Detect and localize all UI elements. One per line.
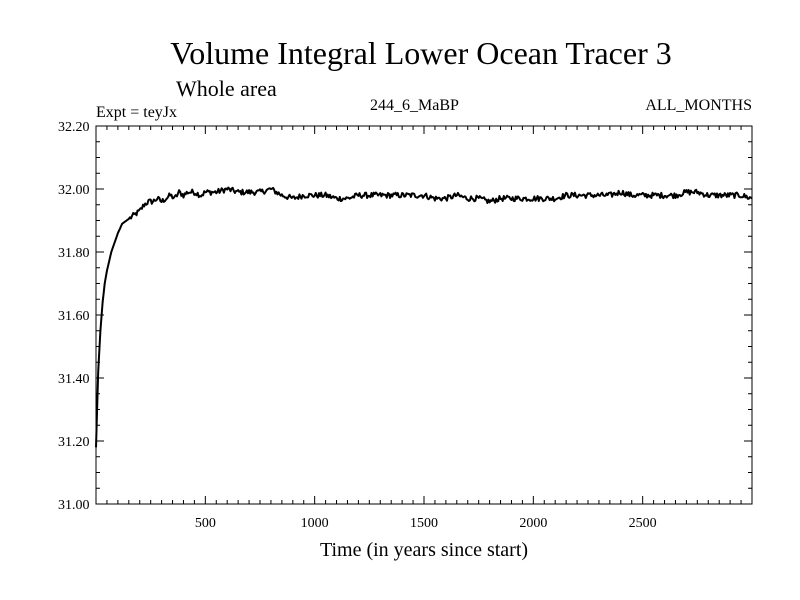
y-tick-label: 31.80 (58, 246, 90, 261)
axis-ticks (96, 126, 752, 504)
chart-title: Volume Integral Lower Ocean Tracer 3 (170, 35, 671, 71)
y-tick-label: 31.20 (58, 435, 90, 450)
x-tick-label: 1500 (410, 516, 438, 531)
y-axis-tick-labels: 31.00 31.20 31.40 31.60 31.80 32.00 32.20 (58, 120, 90, 513)
chart-subtitle: Whole area (176, 76, 277, 101)
x-axis-label: Time (in years since start) (320, 539, 528, 561)
plot-frame (95, 125, 753, 505)
x-tick-label: 500 (195, 516, 216, 531)
experiment-label: Expt = teyJx (96, 104, 177, 121)
run-label: 244_6_MaBP (370, 97, 459, 114)
series-line (95, 186, 753, 448)
y-tick-label: 31.40 (58, 372, 90, 387)
x-axis-tick-labels: 500 1000 1500 2000 2500 (195, 516, 657, 531)
y-tick-label: 31.60 (58, 309, 90, 324)
y-tick-label: 32.20 (58, 120, 90, 135)
x-tick-label: 2500 (629, 516, 657, 531)
y-tick-label: 31.00 (58, 498, 90, 513)
series-layer (95, 186, 753, 448)
x-tick-label: 1000 (301, 516, 329, 531)
y-tick-label: 32.00 (58, 183, 90, 198)
x-tick-label: 2000 (519, 516, 547, 531)
months-label: ALL_MONTHS (645, 97, 752, 114)
